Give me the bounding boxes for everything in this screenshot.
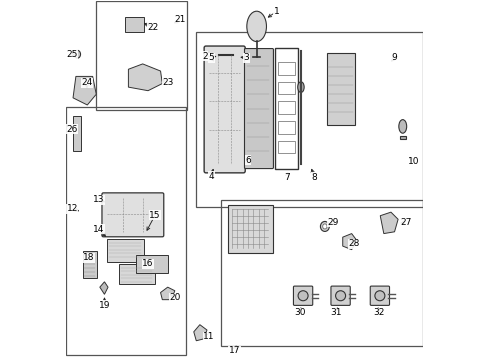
Bar: [226, 52, 232, 59]
Text: 32: 32: [373, 309, 384, 318]
Polygon shape: [380, 212, 397, 234]
Ellipse shape: [374, 291, 384, 301]
Bar: [277, 82, 295, 94]
Bar: [107, 239, 144, 262]
Polygon shape: [100, 282, 108, 294]
Text: 28: 28: [348, 239, 360, 248]
Polygon shape: [160, 287, 175, 300]
Text: 18: 18: [83, 253, 95, 262]
Text: 10: 10: [407, 157, 419, 166]
Bar: [196, 32, 422, 207]
Text: 6: 6: [244, 156, 250, 165]
Text: 5: 5: [208, 53, 214, 62]
Text: 2: 2: [202, 51, 207, 60]
Text: 24: 24: [81, 78, 92, 87]
Bar: [135, 255, 167, 273]
Text: 19: 19: [99, 301, 110, 310]
Ellipse shape: [320, 221, 328, 231]
Text: 7: 7: [283, 173, 289, 182]
FancyBboxPatch shape: [330, 286, 349, 305]
Text: 1: 1: [273, 7, 279, 16]
Ellipse shape: [335, 291, 345, 301]
Ellipse shape: [398, 120, 406, 133]
Text: 13: 13: [93, 195, 104, 204]
FancyBboxPatch shape: [369, 286, 389, 305]
Ellipse shape: [298, 291, 307, 301]
Text: 31: 31: [330, 309, 342, 318]
Ellipse shape: [322, 224, 326, 229]
Text: 30: 30: [293, 309, 305, 318]
Text: 22: 22: [147, 23, 159, 32]
Text: 16: 16: [142, 260, 154, 269]
Text: 8: 8: [311, 173, 316, 182]
Polygon shape: [342, 234, 356, 249]
Bar: [124, 18, 144, 32]
Polygon shape: [73, 76, 96, 105]
Bar: [277, 121, 295, 134]
Bar: [277, 62, 295, 75]
Bar: [221, 200, 422, 346]
Text: 12: 12: [66, 204, 78, 213]
Bar: [326, 53, 354, 125]
Text: 29: 29: [327, 218, 338, 227]
Bar: [274, 48, 298, 169]
Polygon shape: [193, 325, 206, 341]
Text: 25: 25: [66, 50, 78, 59]
Text: 20: 20: [169, 293, 180, 302]
Bar: [83, 251, 97, 278]
Text: 3: 3: [243, 53, 249, 62]
Bar: [73, 116, 81, 152]
Bar: [399, 136, 405, 139]
Text: 4: 4: [208, 172, 214, 181]
Text: 11: 11: [203, 332, 214, 341]
Text: 9: 9: [391, 53, 397, 62]
Ellipse shape: [74, 50, 81, 58]
Bar: [277, 141, 295, 153]
Bar: [96, 1, 187, 111]
FancyBboxPatch shape: [293, 286, 312, 305]
Text: 21: 21: [174, 15, 185, 24]
Text: 27: 27: [400, 218, 411, 227]
FancyBboxPatch shape: [102, 193, 163, 237]
Text: 15: 15: [149, 211, 161, 220]
Ellipse shape: [297, 82, 304, 93]
Bar: [66, 107, 185, 355]
Polygon shape: [128, 64, 162, 91]
Text: 23: 23: [162, 78, 173, 87]
Text: 17: 17: [228, 346, 240, 355]
Bar: [277, 102, 295, 114]
Bar: [228, 205, 272, 253]
Ellipse shape: [246, 11, 266, 41]
Bar: [119, 264, 155, 284]
Text: 14: 14: [93, 225, 104, 234]
FancyBboxPatch shape: [244, 49, 273, 168]
Bar: [219, 52, 225, 59]
FancyBboxPatch shape: [203, 46, 244, 173]
Text: 26: 26: [66, 125, 78, 134]
